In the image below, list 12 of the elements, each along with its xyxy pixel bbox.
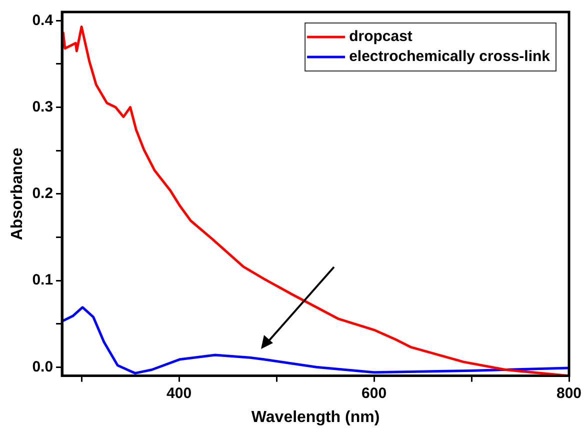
x-axis-title: Wavelength (nm) (251, 408, 380, 426)
y-tick-label: 0.1 (32, 272, 54, 289)
legend-label: dropcast (349, 28, 412, 46)
x-tick-label: 800 (556, 384, 582, 402)
y-axis-title: Absorbance (9, 148, 26, 240)
x-tick-label: 600 (362, 384, 387, 402)
text: 0.0 (32, 358, 54, 376)
y-tick-label: 0.4 (32, 12, 54, 29)
y-tick-label: 0.3 (32, 98, 54, 116)
x-tick-label: 400 (166, 384, 192, 402)
legend-label: electrochemically cross-link (349, 48, 551, 66)
y-tick-label: 0.2 (32, 185, 54, 202)
